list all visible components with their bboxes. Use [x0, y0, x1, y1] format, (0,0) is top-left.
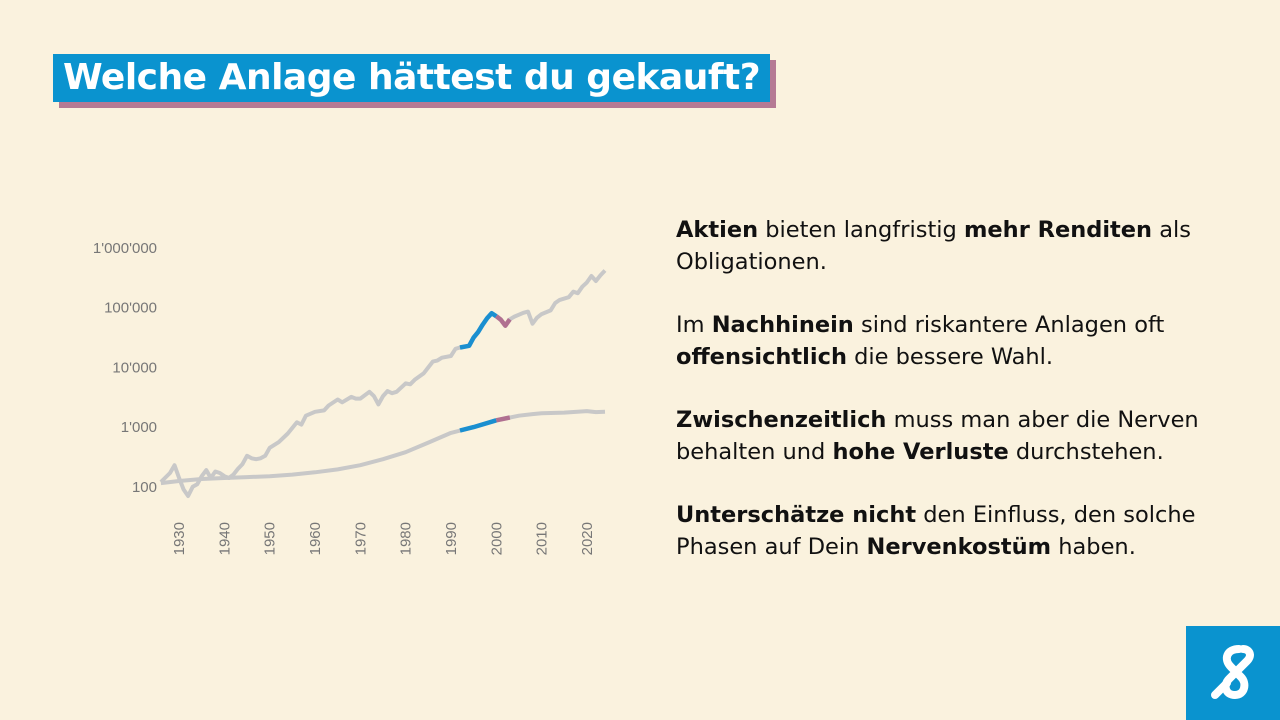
- x-tick-label: 1990: [443, 522, 460, 555]
- x-axis: 1930 1940 1950 1960 1970 1980 1990 2000 2010 2020: [171, 522, 596, 555]
- title-banner: Welche Anlage hättest du gekauft?: [53, 54, 777, 108]
- bold-text: Zwischenzeitlich: [676, 407, 887, 433]
- explanation-text: Aktien bieten langfristig mehr Renditen …: [676, 214, 1236, 594]
- y-tick-label: 100: [132, 479, 157, 496]
- bold-text: offensichtlich: [676, 344, 847, 370]
- text: als Obligationen.: [676, 217, 1191, 275]
- bonds-series-line: [160, 409, 606, 486]
- bold-text: hohe Verluste: [832, 439, 1009, 465]
- text: bieten langfristig: [758, 217, 964, 243]
- y-axis: 100 1'000 10'000 100'000 1'000'000: [93, 240, 157, 496]
- highlight-segment: [494, 314, 512, 328]
- highlight-segment: [459, 418, 497, 433]
- x-tick-label: 2010: [534, 522, 551, 555]
- brand-logo: [1186, 626, 1280, 720]
- x-tick-label: 1950: [262, 522, 279, 555]
- text: Im: [676, 312, 712, 338]
- bold-text: Nachhinein: [711, 312, 854, 338]
- y-tick-label: 10'000: [112, 359, 157, 376]
- text: die bessere Wahl.: [846, 344, 1054, 370]
- bold-text: Aktien: [676, 217, 759, 243]
- bold-text: Nervenkostüm: [866, 534, 1052, 560]
- highlight-segment: [495, 415, 511, 423]
- ampersand-logo-icon: [1211, 645, 1254, 700]
- x-tick-label: 2000: [488, 522, 505, 555]
- y-tick-label: 1'000: [121, 419, 157, 436]
- bold-text: mehr Renditen: [963, 217, 1153, 243]
- x-tick-label: 1980: [398, 522, 415, 555]
- bold-text: Unterschätze nicht: [676, 502, 917, 528]
- paragraph: Unterschätze nicht den Einfluss, den sol…: [676, 499, 1236, 563]
- page-title: Welche Anlage hättest du gekauft?: [53, 54, 771, 102]
- text: den Einfluss, den solche Phasen auf Dein: [676, 502, 1196, 560]
- x-tick-label: 2020: [579, 522, 596, 555]
- paragraph: Im Nachhinein sind riskantere Anlagen of…: [676, 309, 1236, 373]
- text: durchstehen.: [1008, 439, 1164, 465]
- text: muss man aber die Nerven behalten und: [676, 407, 1199, 465]
- text: sind riskantere Anlagen oft: [853, 312, 1165, 338]
- x-tick-label: 1940: [216, 522, 233, 555]
- paragraph: Zwischenzeitlich muss man aber die Nerve…: [676, 404, 1236, 468]
- y-tick-label: 1'000'000: [93, 240, 157, 257]
- x-tick-label: 1970: [352, 522, 369, 555]
- text: haben.: [1051, 534, 1136, 560]
- x-tick-label: 1960: [307, 522, 324, 555]
- highlight-segment: [459, 310, 498, 350]
- stocks-series-line: [159, 269, 607, 498]
- series-layer: [159, 269, 607, 498]
- y-tick-label: 100'000: [104, 300, 157, 317]
- paragraph: Aktien bieten langfristig mehr Renditen …: [676, 214, 1236, 278]
- x-tick-label: 1930: [171, 522, 188, 555]
